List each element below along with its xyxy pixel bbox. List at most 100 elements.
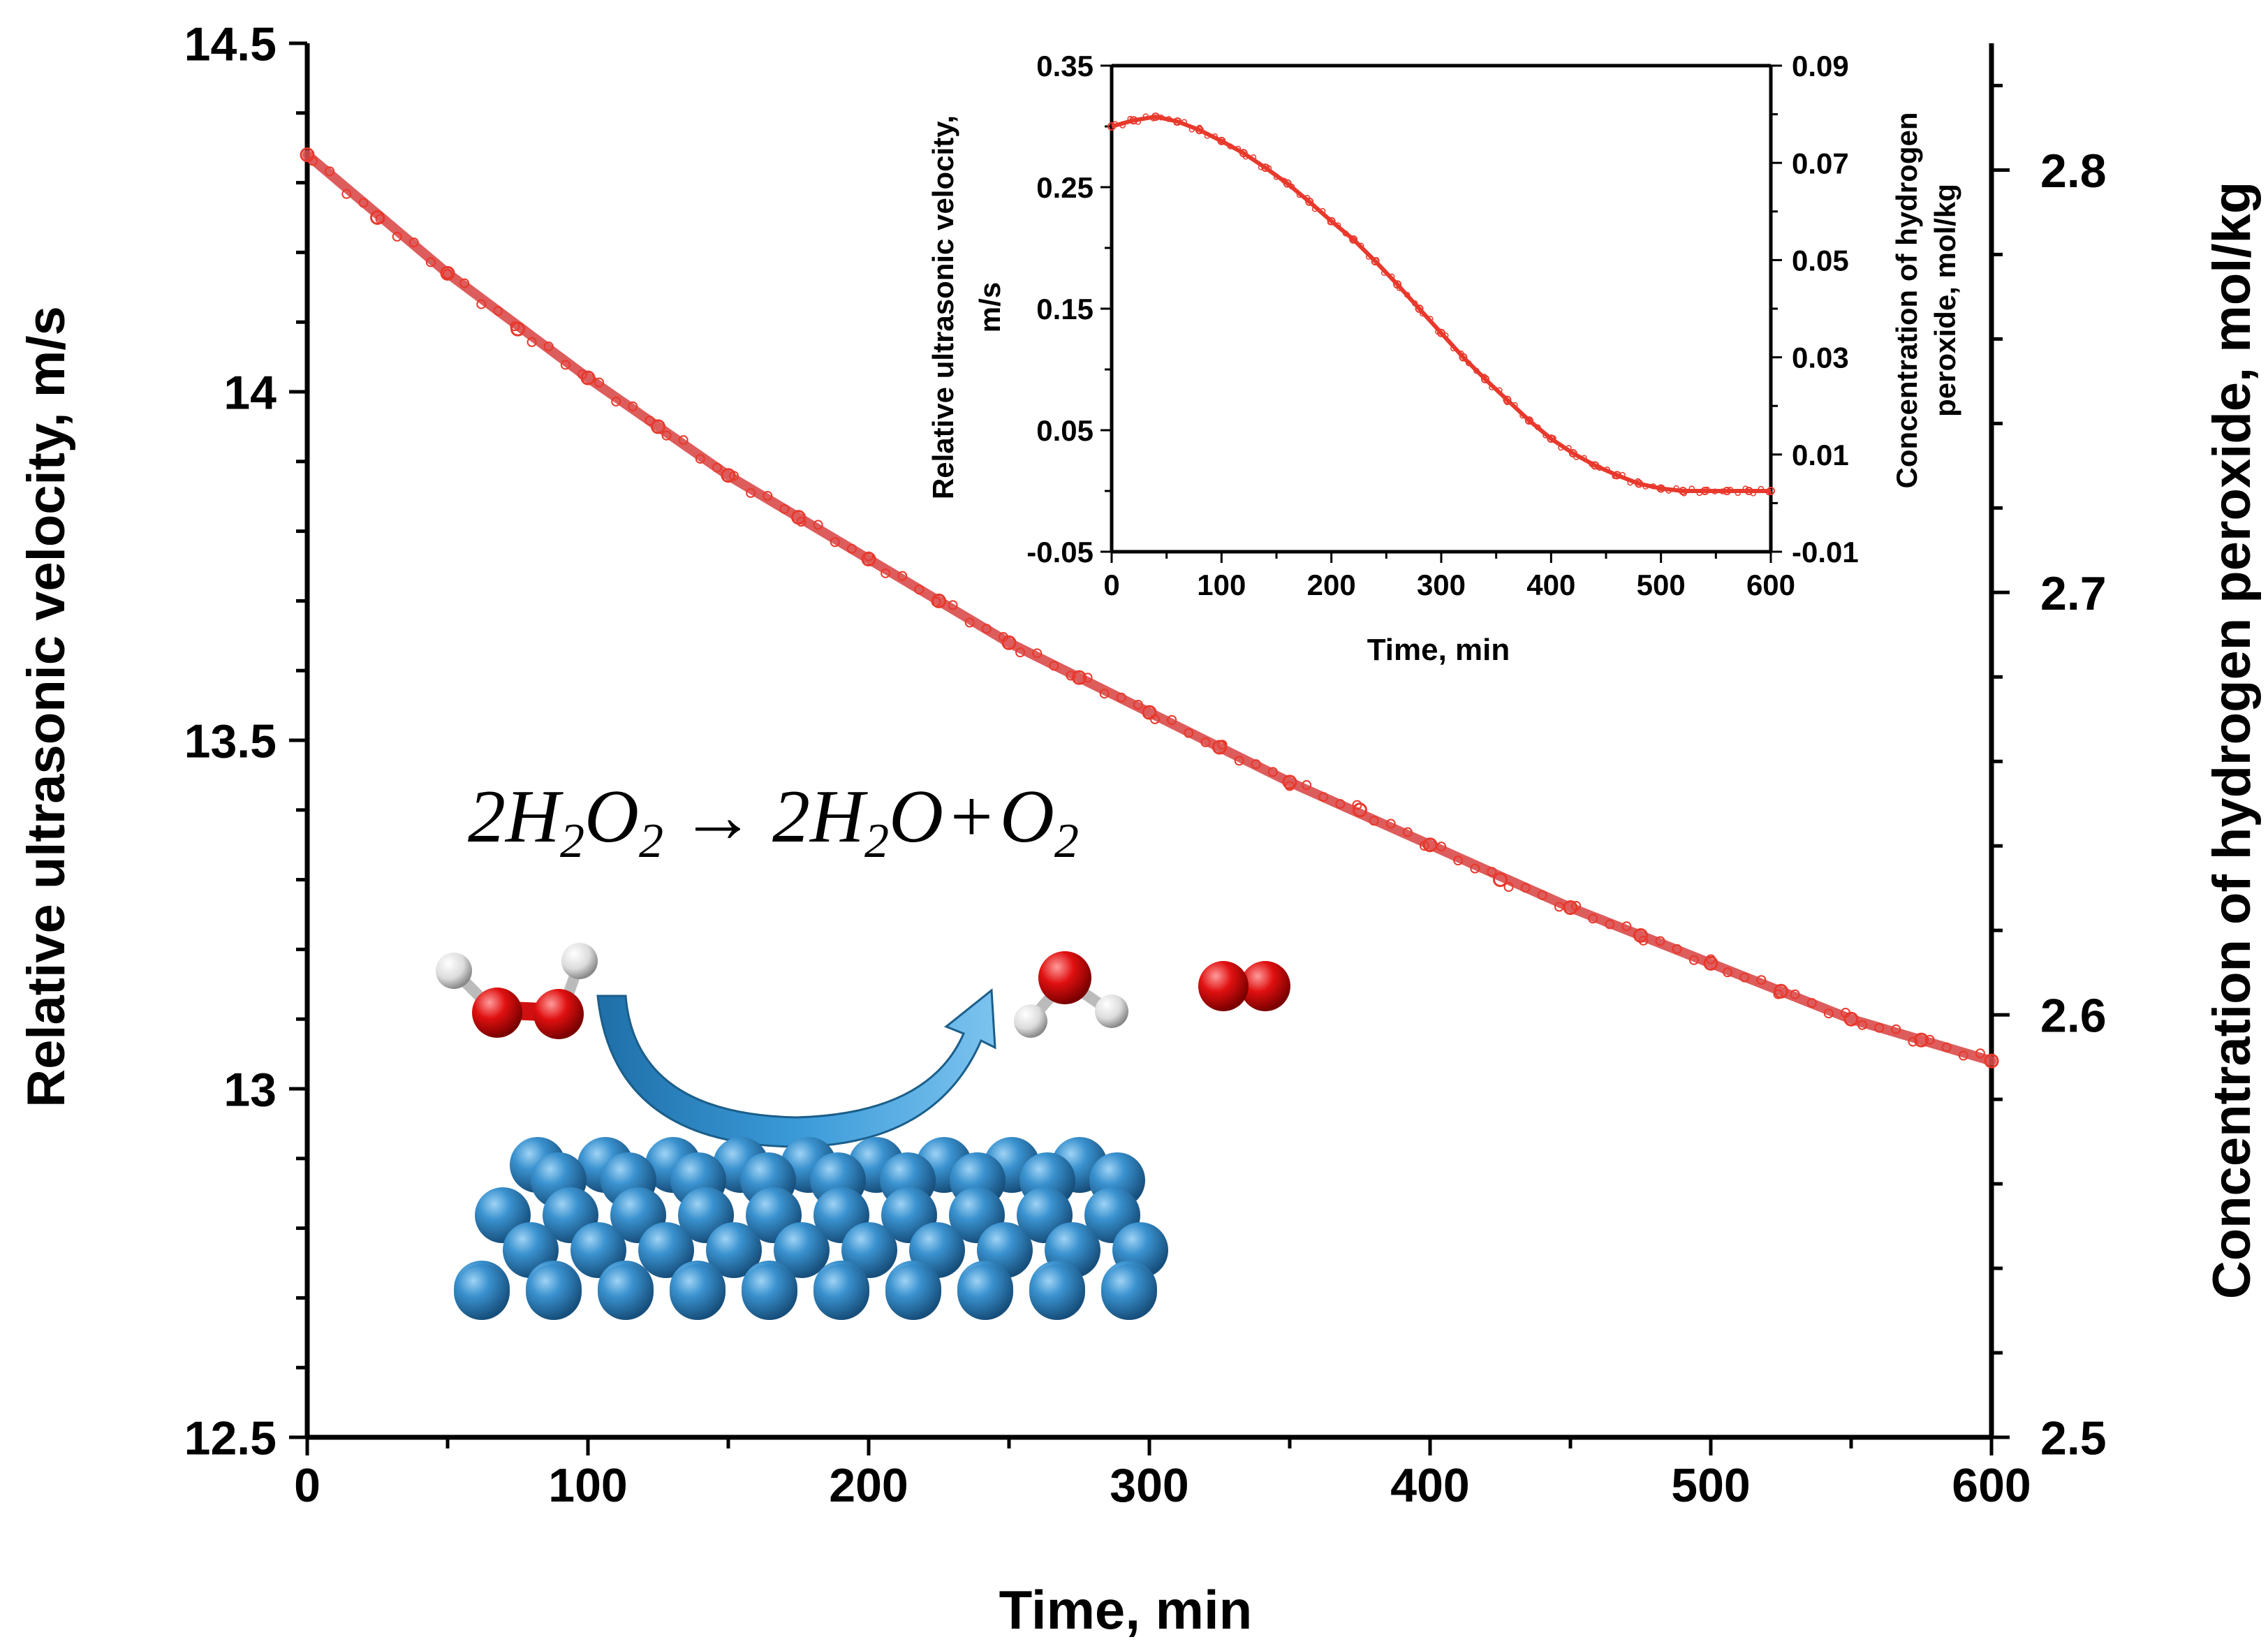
inset-data-marker xyxy=(1742,485,1749,492)
main-data-marker xyxy=(510,321,520,332)
main-data-marker xyxy=(325,166,335,177)
inset-data-marker xyxy=(1204,133,1211,139)
main-x-tick-label: 0 xyxy=(294,1459,321,1512)
main-data-marker xyxy=(1267,767,1278,777)
catalyst-atom xyxy=(957,1264,1013,1320)
inset-background xyxy=(1110,64,1774,553)
main-x-tick-label: 300 xyxy=(1110,1459,1188,1512)
catalyst-atom xyxy=(454,1264,510,1320)
inset-data-marker xyxy=(1142,113,1149,119)
inset-data-point xyxy=(1503,395,1512,404)
main-data-marker xyxy=(931,596,941,607)
inset-y-tick-label: -0.05 xyxy=(1026,536,1094,568)
main-data-marker xyxy=(746,487,756,498)
inset-data-marker xyxy=(1365,254,1372,260)
main-data-marker xyxy=(1840,1008,1850,1018)
main-y2-tick-label: 2.5 xyxy=(2040,1411,2107,1465)
main-y-tick-label: 14.5 xyxy=(184,17,277,71)
main-y2-tick-label: 2.8 xyxy=(2040,145,2107,198)
main-data-marker xyxy=(1672,944,1682,954)
main-data-marker xyxy=(948,600,958,610)
inset-data-marker xyxy=(1681,490,1687,497)
main-data-marker xyxy=(1588,913,1598,924)
main-data-marker xyxy=(1723,967,1733,978)
main-data-marker xyxy=(796,517,807,527)
inset-data-marker xyxy=(1512,402,1518,409)
inset-data-point xyxy=(1767,487,1775,495)
main-x-tick-label: 500 xyxy=(1671,1459,1750,1512)
inset-data-point xyxy=(1480,374,1489,383)
inset-data-marker xyxy=(1489,384,1495,390)
inset-data-marker xyxy=(1150,115,1157,122)
inset-data-point xyxy=(1415,304,1424,313)
inset-data-marker xyxy=(1711,488,1718,495)
inset-data-marker xyxy=(1750,490,1757,497)
main-data-marker xyxy=(1318,792,1329,802)
inset-data-marker xyxy=(1165,116,1172,122)
inset-data-marker xyxy=(1196,124,1203,131)
main-data-marker xyxy=(1470,863,1480,874)
inset-data-marker xyxy=(1319,207,1326,214)
main-data-marker xyxy=(1251,759,1261,770)
inset-data-marker xyxy=(1173,119,1180,126)
main-data-marker xyxy=(763,490,773,501)
main-data-marker xyxy=(1706,954,1716,964)
main-data-marker xyxy=(1369,816,1379,826)
inset-y2-axis-title-line2: peroxide, mol/kg xyxy=(1929,184,1961,417)
main-data-marker xyxy=(1217,740,1228,750)
main-data-marker xyxy=(1032,648,1043,659)
main-data-marker xyxy=(914,585,925,595)
inset-data-marker xyxy=(1635,478,1641,485)
inset-data-marker xyxy=(1566,445,1572,451)
main-data-marker xyxy=(425,257,436,267)
main-data-marker xyxy=(1049,661,1059,671)
inset-y-tick-label: 0.25 xyxy=(1036,171,1094,204)
main-data-marker xyxy=(341,189,352,199)
main-data-marker xyxy=(1908,1036,1918,1047)
main-data-marker xyxy=(1402,827,1413,837)
inset-y2-tick-label: 0.03 xyxy=(1792,342,1849,374)
inset-data-marker xyxy=(1296,191,1303,198)
inset-data-marker xyxy=(1519,412,1526,419)
inset-data-point xyxy=(1723,487,1732,495)
inset-data-marker xyxy=(1373,257,1380,263)
o2-molecule-icon xyxy=(1198,961,1290,1011)
curved-arrow-icon xyxy=(596,988,996,1148)
main-data-marker xyxy=(443,269,452,279)
inset-data-point xyxy=(1261,163,1270,173)
inset-data-points-group xyxy=(1107,112,1775,497)
catalyst-atom xyxy=(742,1264,797,1320)
inset-data-marker xyxy=(1727,486,1734,493)
inset-data-marker xyxy=(1304,195,1311,201)
inset-data-point xyxy=(1349,235,1358,244)
inset-fit-line-group xyxy=(1111,115,1771,493)
main-data-marker xyxy=(1184,728,1194,738)
inset-data-marker xyxy=(1112,121,1118,127)
main-data-marker xyxy=(813,520,823,530)
main-data-marker xyxy=(560,360,570,370)
inset-y2-axis-title-line1: Concentration of hydrogen xyxy=(1890,112,1923,489)
main-data-marker xyxy=(881,568,891,578)
inset-data-marker xyxy=(1596,464,1603,471)
inset-data-marker xyxy=(1658,485,1664,492)
main-data-marker xyxy=(493,306,503,316)
inset-data-marker xyxy=(1758,485,1765,492)
main-data-point xyxy=(1353,802,1367,818)
catalyst-atom xyxy=(813,1264,869,1320)
main-data-marker xyxy=(864,551,874,562)
inset-data-marker xyxy=(1650,483,1656,490)
inset-x-tick-label: 500 xyxy=(1637,568,1686,601)
main-data-marker xyxy=(1958,1050,1968,1061)
inset-data-marker xyxy=(1281,177,1288,184)
main-data-marker xyxy=(678,435,688,446)
inset-data-marker xyxy=(1311,206,1318,212)
main-y-tick-label: 14 xyxy=(223,366,277,419)
inset-data-marker xyxy=(1227,143,1234,149)
main-data-point xyxy=(1633,927,1648,943)
inset-data-marker xyxy=(1427,316,1434,322)
inset-data-marker xyxy=(1458,350,1464,357)
inset-data-marker xyxy=(1719,488,1726,494)
inset-data-marker xyxy=(1496,387,1503,393)
inset-data-marker xyxy=(1504,399,1510,406)
